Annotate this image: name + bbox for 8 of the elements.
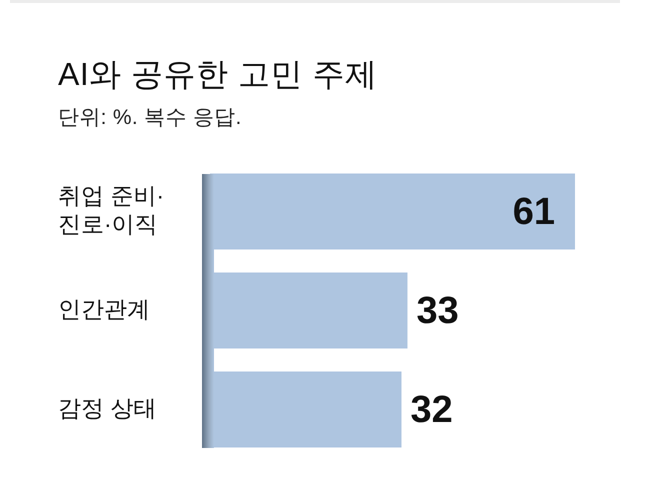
y-tick-label: 감정 상태 [58,394,156,421]
data-label: 33 [416,290,459,332]
chart-title: AI와 공유한 고민 주제 [58,55,378,93]
data-label: 32 [410,388,453,431]
chart-subtitle: 단위: %. 복수 응답. [58,105,242,131]
y-tick-label: 취업 준비·진로·이직 [58,182,164,238]
data-label: 61 [512,190,555,233]
y-tick-label: 인간관계 [58,296,150,322]
